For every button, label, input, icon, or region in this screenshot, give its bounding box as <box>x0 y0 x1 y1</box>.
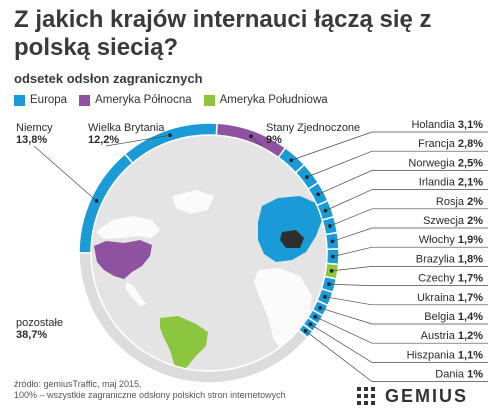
donut-ring <box>78 122 340 384</box>
label-austria: Austria 1,2% <box>421 330 484 342</box>
label-value-francja: 2,8% <box>458 138 483 150</box>
leader-belgia <box>320 307 488 325</box>
globe <box>91 135 327 374</box>
label-value-hiszpania: 1,1% <box>458 349 483 361</box>
gemius-logo-icon <box>357 386 375 405</box>
label-brazylia: Brazylia 1,8% <box>416 253 483 265</box>
label-value-czechy: 1,7% <box>458 273 483 285</box>
label-value-szwecja: 2% <box>467 215 483 227</box>
leader-hiszpania <box>310 324 488 363</box>
label-value-brazylia: 1,8% <box>458 253 483 265</box>
map-north-america <box>94 240 152 279</box>
footer-note: 100% – wszystkie zagraniczne odsłony pol… <box>14 390 286 400</box>
label-rosja: Rosja 2% <box>436 196 483 208</box>
leader-irlandia <box>325 189 488 211</box>
map-greenland <box>172 190 214 214</box>
label-holandia: Holandia 3,1% <box>411 119 483 131</box>
leader-dania <box>305 330 488 382</box>
legend-item-south-america: Ameryka Południowa <box>203 94 328 106</box>
label-szwecja: Szwecja 2% <box>423 215 483 227</box>
label-belgia: Belgia 1,4% <box>424 311 483 323</box>
legend-swatch-north-america <box>79 94 91 106</box>
label-name-austria: Austria <box>421 330 458 342</box>
leader-niemcy <box>33 145 97 202</box>
label-value-stany-zjednoczone: 9% <box>266 134 282 146</box>
label-value-dania: 1% <box>467 369 483 381</box>
map-europe <box>258 196 322 262</box>
label-name-francja: Francja <box>418 138 458 150</box>
chart-subtitle: odsetek odsłon zagranicznych <box>14 71 203 86</box>
legend-item-north-america: Ameryka Północna <box>79 94 192 106</box>
map-south-america <box>160 316 208 374</box>
chart-title: Z jakich krajów internauci łączą się z p… <box>14 6 432 61</box>
leader-wielka-brytania <box>105 134 170 147</box>
label-value-niemcy: 13,8% <box>16 134 47 146</box>
label-name-brazylia: Brazylia <box>416 253 458 265</box>
legend-item-europa: Europa <box>14 94 67 106</box>
legend-swatch-europa <box>14 94 25 106</box>
legend-label-europa: Europa <box>30 94 68 106</box>
label-value-austria: 1,2% <box>458 330 483 342</box>
label-value-pozostale: 38,7% <box>16 329 47 341</box>
label-name-czechy: Czechy <box>418 273 458 285</box>
map-poland <box>280 230 304 248</box>
label-value-rosja: 2% <box>467 196 483 208</box>
footer-source: źródło: gemiusTraffic, maj 2015, <box>14 379 142 389</box>
map-canada <box>96 216 160 239</box>
map-central-america <box>126 282 146 306</box>
label-name-holandia: Holandia <box>411 119 457 131</box>
label-value-norwegia: 2,5% <box>458 157 483 169</box>
label-name-stany-zjednoczone: Stany Zjednoczone <box>266 122 360 134</box>
legend-label-north-america: Ameryka Północna <box>95 94 192 106</box>
footer: źródło: gemiusTraffic, maj 2015, 100% – … <box>14 379 286 401</box>
label-ukraina: Ukraina 1,7% <box>417 292 483 304</box>
label-value-ukraina: 1,7% <box>458 292 483 304</box>
label-francja: Francja 2,8% <box>418 138 483 150</box>
leader-szwecja <box>332 227 488 242</box>
label-irlandia: Irlandia 2,1% <box>419 177 483 189</box>
label-wlochy: Włochy 1,9% <box>419 234 483 246</box>
leader-stany-zjednoczone <box>250 136 263 147</box>
legend-label-south-america: Ameryka Południowa <box>219 94 328 106</box>
leader-austria <box>315 316 488 344</box>
label-value-wlochy: 1,9% <box>458 234 483 246</box>
leader-ukraina <box>324 296 488 306</box>
label-name-pozostale: pozostałe <box>16 317 63 329</box>
label-czechy: Czechy 1,7% <box>418 273 483 285</box>
leader-wlochy <box>332 246 488 257</box>
leader-brazylia <box>331 266 488 272</box>
leader-norwegia <box>318 170 488 195</box>
label-name-niemcy: Niemcy <box>16 122 53 134</box>
slice-labels: Holandia 3,1%Francja 2,8%Norwegia 2,5%Ir… <box>16 119 483 381</box>
label-value-wielka-brytania: 12,2% <box>88 134 119 146</box>
label-norwegia: Norwegia 2,5% <box>408 157 483 169</box>
label-name-rosja: Rosja <box>436 196 467 208</box>
label-name-belgia: Belgia <box>424 311 458 323</box>
label-name-hiszpania: Hiszpania <box>407 349 458 361</box>
leader-czechy <box>328 283 488 286</box>
label-name-wielka-brytania: Wielka Brytania <box>88 122 165 134</box>
label-value-irlandia: 2,1% <box>458 177 483 189</box>
gemius-logo: GEMIUS <box>357 386 468 407</box>
gemius-logo-word: GEMIUS <box>385 386 469 406</box>
label-value-belgia: 1,4% <box>458 311 483 323</box>
legend-swatch-south-america <box>203 94 215 106</box>
leader-francja <box>306 150 488 178</box>
label-name-ukraina: Ukraina <box>417 292 458 304</box>
label-name-irlandia: Irlandia <box>419 177 458 189</box>
leader-lines <box>33 131 488 382</box>
legend: Europa Ameryka Północna Ameryka Południo… <box>14 94 340 106</box>
leader-rosja <box>329 208 488 227</box>
label-name-szwecja: Szwecja <box>423 215 467 227</box>
label-name-dania: Dania <box>435 369 467 381</box>
leader-holandia <box>291 131 488 161</box>
slice-pozostale <box>78 252 309 384</box>
label-dania: Dania 1% <box>435 369 483 381</box>
label-name-norwegia: Norwegia <box>408 157 458 169</box>
label-hiszpania: Hiszpania 1,1% <box>407 349 484 361</box>
label-name-wlochy: Włochy <box>419 234 458 246</box>
label-value-holandia: 3,1% <box>458 119 483 131</box>
